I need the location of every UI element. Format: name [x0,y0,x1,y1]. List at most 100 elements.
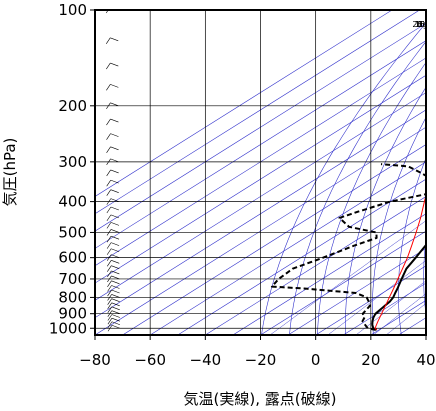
x-tick-label: 0 [311,351,321,369]
x-tick-label: 20 [361,351,380,369]
wind-barb [110,214,120,219]
isotherm-line [287,248,426,335]
wind-barb [110,222,120,226]
wind-barb-flag [106,254,112,261]
dry-adiabat-line [289,41,426,335]
wind-barb-flag [105,10,109,14]
x-tick-label: −80 [79,351,111,369]
wind-barb [111,280,120,285]
mixing-ratio-line [355,280,426,335]
y-tick-label: 700 [58,270,87,288]
isotherm-line [205,196,426,335]
wind-barb-flag [106,236,112,243]
wind-barb [110,229,120,233]
wind-barb-flag [107,280,112,287]
dry-adiabat-line [345,86,426,335]
wind-barb [110,84,119,88]
isotherm-line [95,10,420,215]
wind-barb-flag [106,229,112,236]
mixing-ratio-line [385,303,426,335]
wind-barb [111,321,121,326]
wind-barb-flag [106,206,112,214]
wind-barb [111,306,120,311]
wind-barb [110,133,119,137]
mixing-ratio-label: 5 [417,20,422,29]
wind-barb-flag [106,37,111,45]
y-tick-label: 400 [58,193,87,211]
wind-barb-flag [107,306,112,313]
wind-barb-flag [107,270,112,278]
y-tick-label: 600 [58,249,87,267]
x-tick-label: −20 [245,351,277,369]
wind-barb [111,254,120,258]
wind-barb-flag [106,84,111,91]
wind-barb-flag [107,289,112,297]
wind-barb-flag [106,146,111,153]
wind-barb-flag [106,118,111,126]
mixing-ratio-line [269,220,426,335]
isotherm-line [122,144,426,335]
x-axis: −80 −60 −40 −20 0 20 40 [79,335,436,369]
wind-barb [110,189,119,193]
wind-barb-flag [106,179,111,187]
isotherm-line [95,10,393,197]
x-tick-label: 40 [416,351,435,369]
isotherm-line [315,265,426,335]
wind-barb [111,260,120,264]
wind-barb-flag [106,189,111,196]
isotherm-line [232,213,426,335]
mixing-ratio-label: 20g [412,20,427,29]
wind-barb [110,235,120,240]
wind-barb-flag [107,298,112,305]
wind-barb-flag [106,248,112,255]
wind-barb [111,285,120,289]
wind-barb-flag [106,222,112,229]
mixing-ratio-label: 10 [415,20,425,29]
isotherm-line [150,161,426,335]
wind-barb [111,270,120,275]
y-tick-label: 900 [58,305,87,323]
isotherm-line [95,126,426,335]
wind-barb-flag [107,314,113,321]
wind-barb-flag [107,294,112,301]
wind-barb [110,37,119,42]
wind-barb-flag [106,102,111,109]
wind-barb-flag [106,158,111,166]
wind-barb-flag [107,321,113,328]
isotherm-line [95,22,426,232]
wind-barb-flag [106,242,112,249]
mixing-ratio-label: 1 [417,20,422,29]
wind-barb-flag [107,275,112,283]
wind-barb-flag [107,285,112,292]
wind-barb-flag [107,318,113,325]
dry-adiabat-line [372,116,426,335]
wind-barb [110,158,119,163]
isotherm-line [95,40,426,249]
dry-adiabat-line [398,157,426,335]
wind-barb [110,169,119,174]
wind-barb-flag [107,310,113,317]
wind-barb-flag [106,133,111,140]
mixing-ratio-line [327,260,426,335]
wind-barb-flag [107,325,113,332]
y-axis-title: 気圧(hPa) [1,138,19,207]
wind-barb [111,317,121,322]
y-tick-label: 500 [58,223,87,241]
wind-barbs [105,10,121,332]
wind-barb [111,265,120,269]
y-tick-label: 200 [58,97,87,115]
wind-barb [111,314,120,318]
background-lines [95,10,426,335]
mixing-ratio-line [373,293,426,335]
wind-barb [110,102,119,107]
isotherm-line [177,178,426,335]
wind-barb-flag [107,302,112,309]
isotherm-line [260,230,426,335]
y-tick-label: 300 [58,153,87,171]
wind-barb-flag [106,198,112,205]
wind-barb [111,302,120,307]
x-axis-title: 気温(実線), 露点(破線) [184,390,337,408]
y-tick-label: 800 [58,288,87,306]
wind-barb [110,198,119,202]
